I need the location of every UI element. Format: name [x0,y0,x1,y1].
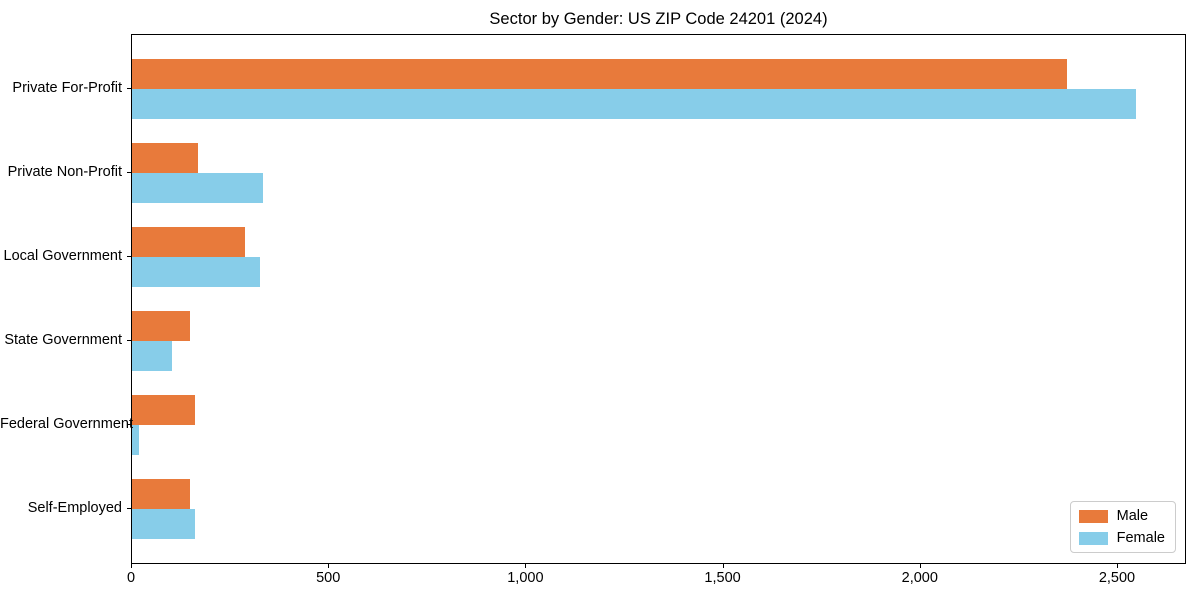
x-tick-label: 1,000 [507,570,544,586]
legend-entry: Male [1078,508,1165,524]
x-tick-mark [1116,564,1118,568]
x-tick-label: 2,500 [1098,570,1136,586]
x-tick-mark [919,564,921,568]
bar-male [132,395,195,425]
y-tick-mark [127,172,131,173]
y-axis-label: Private Non-Profit [7,164,122,180]
y-tick-mark [127,88,131,89]
bar-female [132,257,261,287]
x-tick-label: 500 [316,570,341,586]
x-tick-label: 0 [126,570,136,586]
x-tick-mark [328,564,330,568]
y-tick-mark [127,508,131,509]
bar-female [132,341,172,371]
bar-female [132,89,1136,119]
bar-male [132,479,191,509]
chart-title: Sector by Gender: US ZIP Code 24201 (202… [489,10,828,28]
bar-male [132,311,191,341]
y-tick-mark [127,340,131,341]
x-tick-label: 1,500 [704,570,741,586]
y-axis-label: Private For-Profit [12,80,122,96]
bar-female [132,425,140,455]
legend: Male Female [1069,501,1176,553]
bar-male [132,143,198,173]
bar-male [132,227,245,257]
x-tick-label: 2,000 [901,570,938,586]
y-axis-label: State Government [4,332,122,348]
legend-entry: Female [1078,530,1165,546]
legend-label: Male [1116,508,1149,524]
x-tick-mark [525,564,527,568]
plot-area: Male Female [131,34,1186,564]
legend-swatch-female [1078,531,1108,545]
y-axis-label: Federal Government [0,416,133,432]
bar-male [132,59,1067,89]
y-axis-label: Self-Employed [27,500,122,516]
y-axis-label: Local Government [3,248,122,264]
y-tick-mark [127,424,131,425]
bar-female [132,509,196,539]
bar-female [132,173,264,203]
x-tick-mark [722,564,724,568]
legend-label: Female [1116,530,1165,546]
legend-swatch-male [1078,509,1108,523]
y-tick-mark [127,256,131,257]
x-tick-mark [131,564,132,568]
